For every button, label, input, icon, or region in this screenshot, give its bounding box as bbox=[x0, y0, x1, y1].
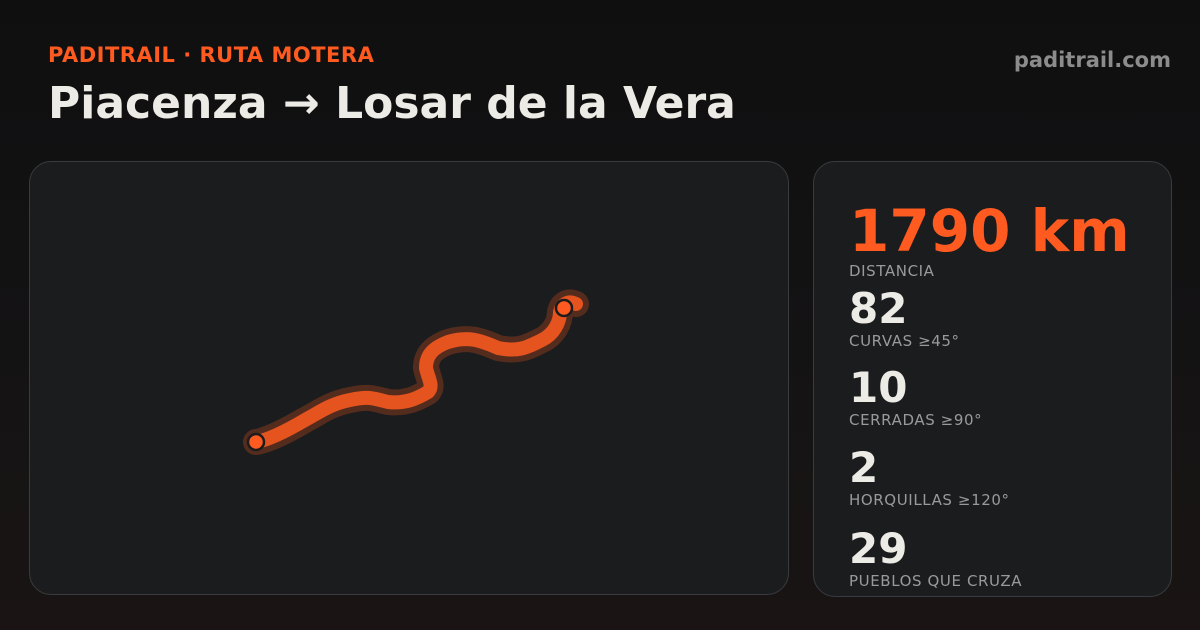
stat-sharp-curves-value: 10 bbox=[849, 363, 908, 412]
stat-towns: 29 PUEBLOS QUE CRUZA bbox=[849, 524, 1023, 591]
brand-kicker: PADITRAIL · RUTA MOTERA bbox=[48, 43, 375, 67]
stat-hairpins-label: HORQUILLAS ≥120° bbox=[849, 491, 1010, 509]
route-map-panel bbox=[29, 161, 789, 595]
stat-curves: 82 CURVAS ≥45° bbox=[849, 284, 960, 351]
stat-distance: 1790 km DISTANCIA bbox=[849, 200, 1130, 280]
stat-towns-value: 29 bbox=[849, 524, 908, 573]
route-end-marker[interactable] bbox=[554, 298, 574, 318]
route-track bbox=[249, 295, 583, 449]
site-domain[interactable]: paditrail.com bbox=[1013, 48, 1171, 72]
route-start-marker[interactable] bbox=[246, 432, 266, 452]
route-map bbox=[243, 289, 589, 455]
route-stats-panel: 1790 km DISTANCIA 82 CURVAS ≥45° 10 CERR… bbox=[813, 161, 1172, 597]
stat-hairpins: 2 HORQUILLAS ≥120° bbox=[849, 443, 1010, 510]
stat-towns-label: PUEBLOS QUE CRUZA bbox=[849, 572, 1023, 590]
stat-curves-label: CURVAS ≥45° bbox=[849, 332, 960, 350]
stat-sharp-curves: 10 CERRADAS ≥90° bbox=[849, 363, 983, 430]
stat-curves-value: 82 bbox=[849, 284, 908, 333]
route-title: Piacenza → Losar de la Vera bbox=[48, 78, 736, 129]
stat-distance-label: DISTANCIA bbox=[849, 262, 935, 280]
stat-distance-value: 1790 km bbox=[849, 197, 1130, 265]
stat-sharp-curves-label: CERRADAS ≥90° bbox=[849, 411, 983, 429]
stat-hairpins-value: 2 bbox=[849, 443, 879, 492]
